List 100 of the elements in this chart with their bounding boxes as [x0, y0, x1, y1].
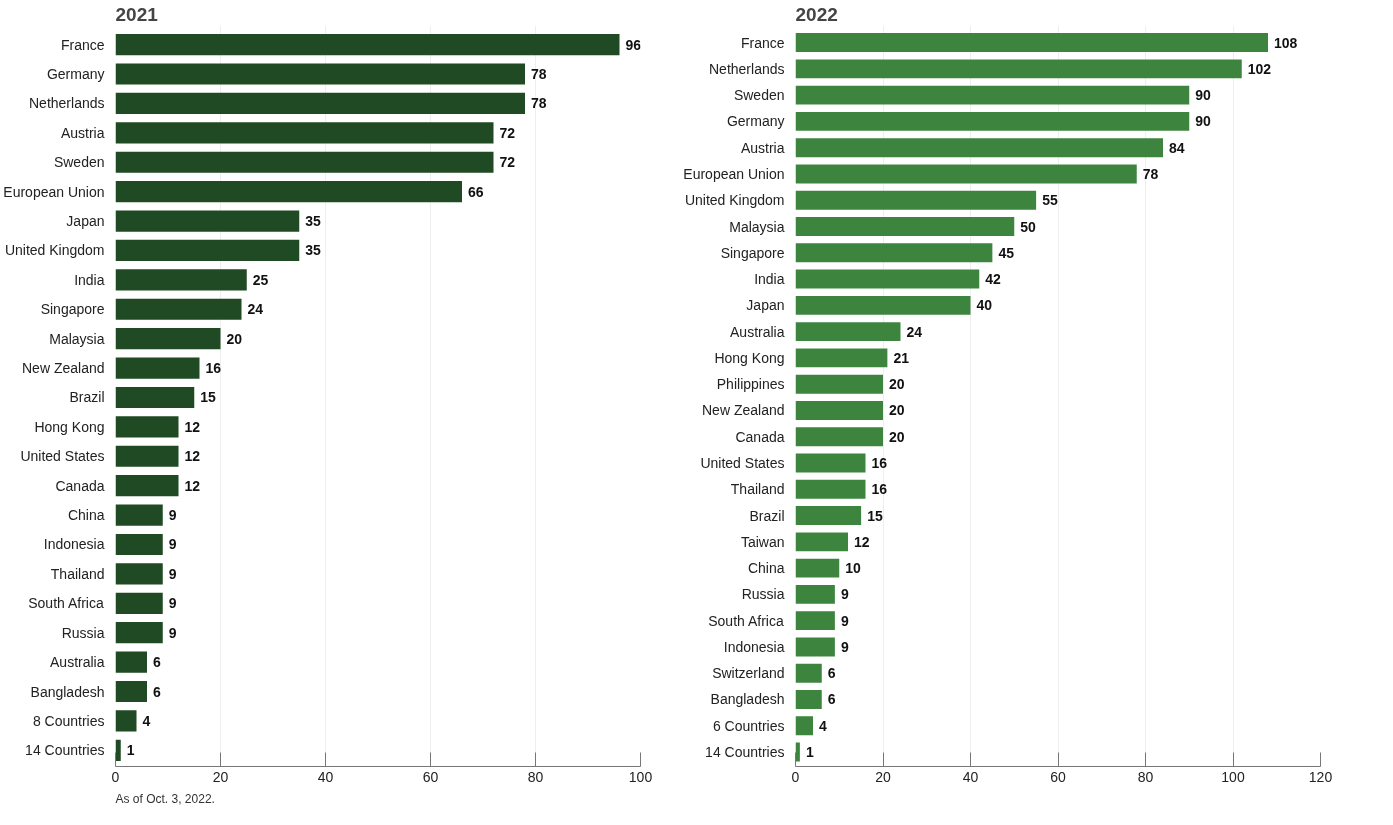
y-tick-label: Germany: [46, 66, 105, 83]
data-label: 20: [889, 402, 905, 419]
y-tick-label: France: [60, 36, 105, 53]
bar: [115, 298, 242, 320]
data-label: 21: [893, 349, 910, 366]
data-label: 16: [871, 481, 888, 498]
bar: [115, 357, 200, 379]
y-tick-label: New Zealand: [22, 360, 105, 377]
bar: [115, 680, 147, 703]
data-label: 12: [184, 448, 201, 465]
x-tick-label: 40: [962, 768, 979, 785]
x-tick-label: 20: [212, 768, 229, 785]
y-tick-label: United Kingdom: [4, 242, 105, 259]
y-tick-label: Japan: [746, 297, 785, 314]
y-tick-label: Austria: [740, 139, 785, 156]
bar: [795, 348, 888, 368]
y-tick-label: Malaysia: [49, 330, 105, 347]
data-label: 84: [1169, 139, 1185, 156]
y-tick-label: Philippines: [716, 376, 785, 393]
data-label: 55: [1042, 192, 1058, 209]
data-label: 20: [889, 376, 905, 393]
y-tick-label: Japan: [66, 213, 105, 230]
data-label: 9: [168, 565, 177, 582]
bar: [115, 269, 247, 291]
bar: [795, 716, 813, 736]
data-label: 12: [184, 477, 201, 494]
bar: [115, 122, 494, 144]
data-label: 20: [889, 428, 905, 445]
y-tick-label: Canada: [55, 477, 105, 494]
data-label: 20: [226, 330, 243, 347]
data-label: 40: [976, 297, 993, 314]
data-label: 35: [305, 213, 322, 230]
data-label: 9: [840, 612, 849, 629]
bar: [795, 532, 848, 552]
bar: [115, 592, 163, 614]
data-label: 15: [867, 507, 883, 524]
y-tick-label: China: [67, 507, 105, 524]
data-label: 6: [153, 654, 161, 671]
bar: [115, 475, 179, 497]
bar: [795, 690, 822, 709]
y-tick-label: India: [754, 271, 785, 288]
bar: [115, 445, 179, 467]
y-tick-label: 14 Countries: [705, 744, 785, 761]
bar: [115, 710, 137, 732]
data-label: 1: [126, 742, 135, 759]
data-label: 15: [200, 389, 217, 406]
y-tick-label: China: [747, 560, 785, 577]
data-label: 12: [854, 533, 870, 550]
data-label: 6: [827, 665, 836, 682]
x-tick-label: 20: [875, 768, 891, 785]
bar: [115, 651, 147, 673]
bar: [795, 295, 971, 315]
data-label: 10: [845, 560, 862, 577]
data-label: 90: [1195, 113, 1212, 130]
bar: [795, 427, 883, 447]
bar: [795, 584, 835, 604]
bar: [115, 151, 494, 173]
data-label: 96: [625, 36, 642, 53]
y-tick-label: South Africa: [28, 595, 104, 612]
chart-title: 2022: [795, 3, 838, 25]
bar: [795, 138, 1163, 158]
data-label: 9: [168, 536, 177, 553]
y-tick-label: 14 Countries: [25, 742, 105, 759]
y-tick-label: Switzerland: [712, 665, 785, 682]
data-label: 9: [840, 638, 849, 655]
data-label: 108: [1274, 34, 1298, 51]
y-tick-label: Australia: [730, 323, 785, 340]
data-label: 78: [1142, 165, 1159, 182]
data-label: 102: [1247, 60, 1272, 77]
bar: [115, 563, 163, 585]
y-tick-label: Thailand: [50, 565, 105, 582]
bar: [115, 239, 300, 262]
data-label: 12: [184, 418, 201, 435]
y-tick-label: Indonesia: [723, 638, 785, 655]
data-label: 25: [252, 271, 269, 288]
bar: [115, 416, 179, 438]
y-tick-label: Sweden: [733, 87, 785, 104]
y-tick-label: Austria: [60, 124, 105, 141]
y-tick-label: Singapore: [720, 244, 785, 261]
x-tick-label: 100: [628, 768, 653, 785]
y-tick-label: United States: [20, 448, 105, 465]
data-label: 6: [153, 683, 161, 700]
bar: [115, 92, 525, 115]
x-tick-label: 60: [1050, 768, 1066, 785]
y-tick-label: India: [74, 271, 105, 288]
y-tick-label: Bangladesh: [710, 691, 785, 708]
x-tick-label: 0: [111, 768, 120, 785]
data-label: 42: [985, 271, 1002, 288]
y-tick-label: Bangladesh: [30, 683, 105, 700]
bar: [795, 33, 1268, 53]
x-tick-label: 60: [422, 768, 439, 785]
y-tick-label: Brazil: [69, 389, 105, 406]
y-tick-label: 8 Countries: [32, 712, 105, 729]
data-label: 9: [840, 586, 849, 603]
data-label: 9: [168, 595, 177, 612]
y-tick-label: South Africa: [708, 612, 784, 629]
data-label: 90: [1195, 87, 1212, 104]
bar: [115, 533, 163, 556]
data-label: 4: [819, 717, 827, 734]
bar: [795, 558, 840, 578]
